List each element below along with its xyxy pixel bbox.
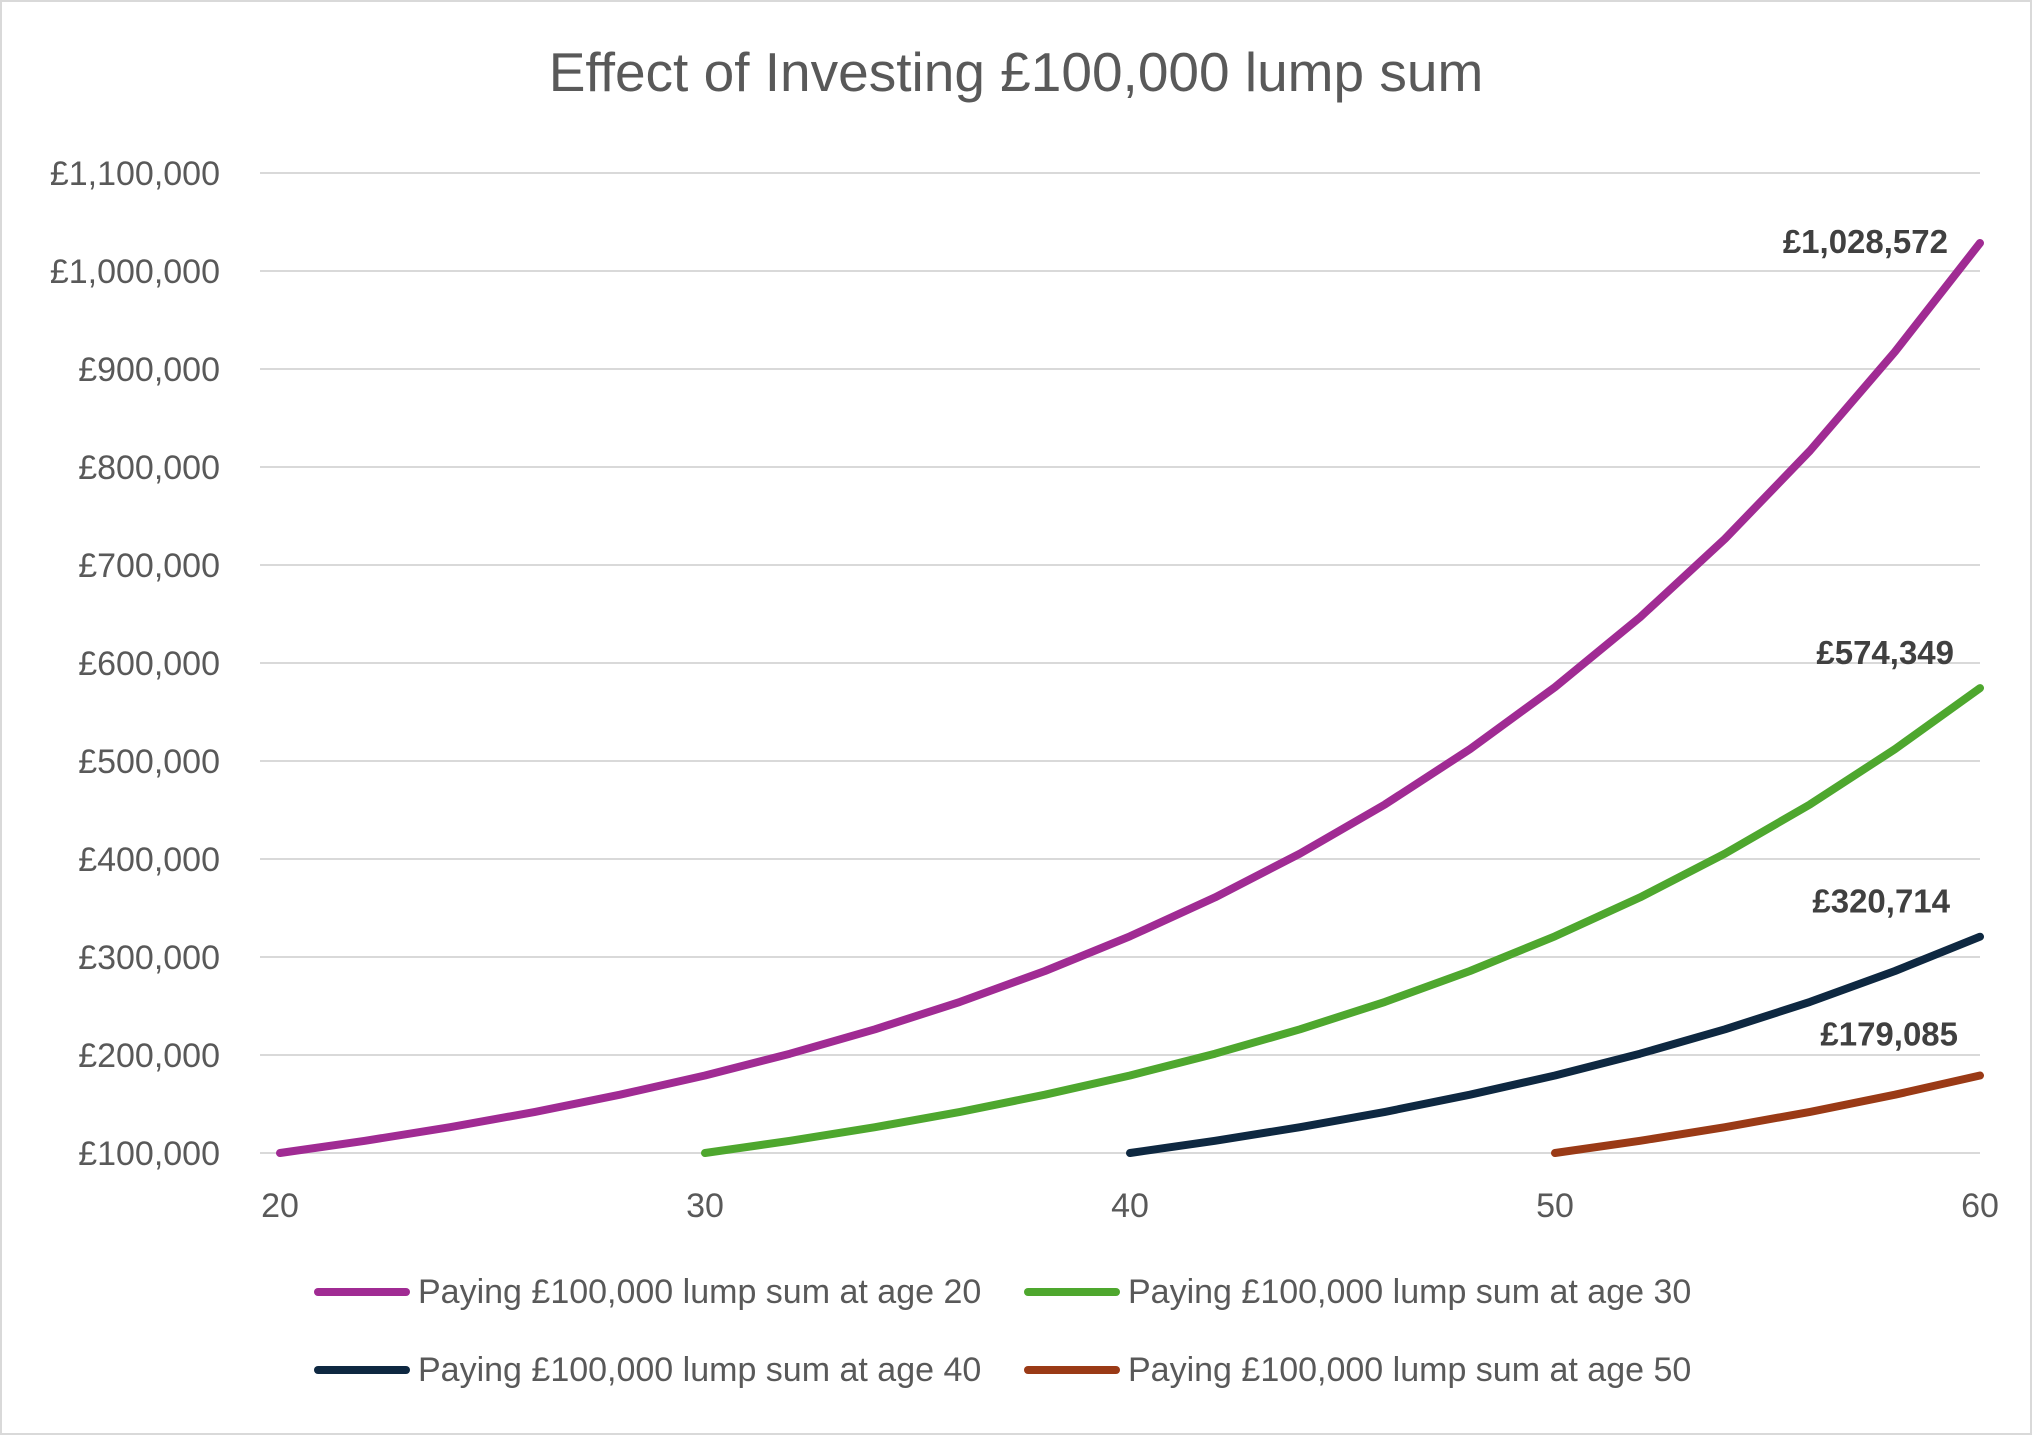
data-label: £574,349 xyxy=(1816,634,1954,671)
legend-swatch xyxy=(314,1366,410,1374)
legend-swatch xyxy=(314,1288,410,1296)
series-line xyxy=(276,239,1984,1157)
y-tick-label: £200,000 xyxy=(78,1037,220,1075)
x-tick-label: 30 xyxy=(686,1187,724,1225)
y-tick-label: £700,000 xyxy=(78,547,220,585)
y-tick-label: £400,000 xyxy=(78,841,220,879)
series-line xyxy=(1126,932,1984,1157)
y-tick-label: £300,000 xyxy=(78,939,220,977)
y-tick-label: £500,000 xyxy=(78,743,220,781)
series-line xyxy=(701,684,1984,1157)
x-tick-label: 50 xyxy=(1536,1187,1574,1225)
legend-label: Paying £100,000 lump sum at age 40 xyxy=(418,1350,982,1389)
data-label: £179,085 xyxy=(1820,1015,1958,1052)
x-tick-label: 20 xyxy=(261,1187,299,1225)
legend-item: Paying £100,000 lump sum at age 40 xyxy=(314,1348,1024,1392)
x-axis-ticks: 20 30 40 50 60 xyxy=(261,1187,1999,1225)
y-tick-label: £800,000 xyxy=(78,449,220,487)
legend-label: Paying £100,000 lump sum at age 50 xyxy=(1128,1350,1692,1389)
chart-title: Effect of Investing £100,000 lump sum xyxy=(548,41,1484,103)
legend-item: Paying £100,000 lump sum at age 20 xyxy=(314,1270,1024,1314)
x-tick-label: 40 xyxy=(1111,1187,1149,1225)
data-labels: £1,028,572 £574,349 £320,714 £179,085 xyxy=(1783,223,1958,1052)
x-tick-label: 60 xyxy=(1961,1187,1999,1225)
y-tick-label: £600,000 xyxy=(78,645,220,683)
legend-swatch xyxy=(1024,1366,1120,1374)
legend-label: Paying £100,000 lump sum at age 30 xyxy=(1128,1272,1692,1311)
legend-item: Paying £100,000 lump sum at age 50 xyxy=(1024,1348,1734,1392)
y-tick-label: £100,000 xyxy=(78,1135,220,1173)
series-lines xyxy=(276,239,1984,1157)
legend-item: Paying £100,000 lump sum at age 30 xyxy=(1024,1270,1734,1314)
gridlines xyxy=(260,172,1980,1154)
series-line xyxy=(1551,1071,1984,1157)
data-label: £320,714 xyxy=(1812,883,1950,920)
y-tick-label: £1,100,000 xyxy=(50,155,220,193)
y-tick-label: £900,000 xyxy=(78,351,220,389)
data-label: £1,028,572 xyxy=(1783,223,1948,260)
y-tick-label: £1,000,000 xyxy=(50,253,220,291)
y-axis-ticks: £100,000 £200,000 £300,000 £400,000 £500,000… xyxy=(50,155,220,1173)
legend-label: Paying £100,000 lump sum at age 20 xyxy=(418,1272,982,1311)
legend-swatch xyxy=(1024,1288,1120,1296)
legend: Paying £100,000 lump sum at age 20 Paying… xyxy=(314,1270,1764,1392)
